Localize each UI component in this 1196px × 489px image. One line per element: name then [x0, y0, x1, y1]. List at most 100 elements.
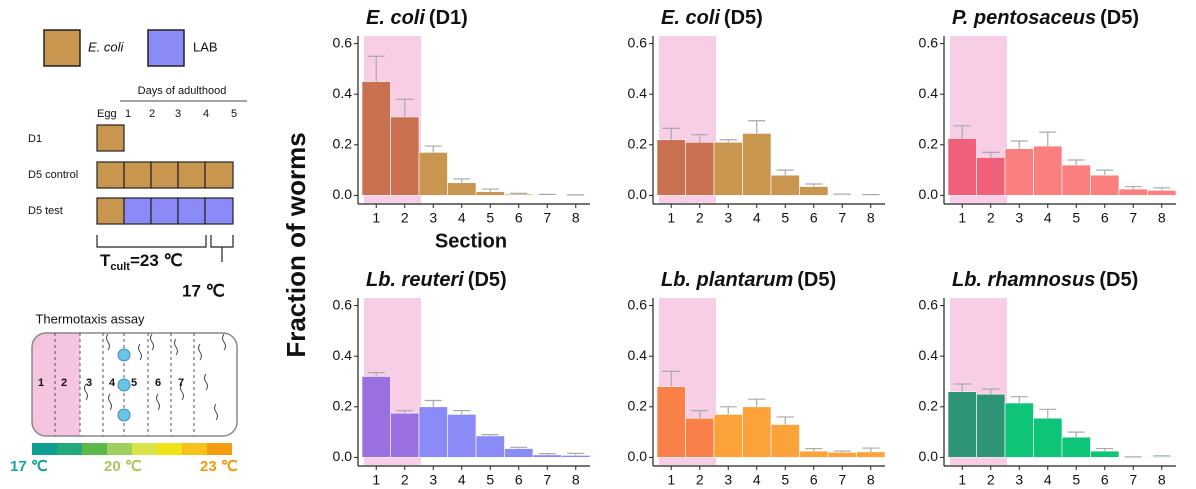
bar — [1004, 148, 1034, 196]
x-tick-label: 5 — [486, 472, 494, 488]
x-tick-label: 2 — [401, 210, 409, 226]
y-tick-label: 0.6 — [628, 34, 648, 50]
legend-label: LAB — [193, 39, 218, 54]
bar — [1061, 436, 1091, 458]
y-tick-label: 0.0 — [919, 448, 939, 464]
bar — [656, 139, 686, 196]
bar — [532, 454, 562, 458]
error-bar — [481, 188, 499, 192]
y-tick-label: 0.2 — [333, 136, 353, 152]
title-species: Lb. rhamnosus — [952, 269, 1095, 291]
title-species: E. coli — [366, 7, 425, 29]
error-bar — [1096, 169, 1114, 176]
x-tick-label: 3 — [724, 210, 732, 226]
x-tick-label: 7 — [543, 472, 551, 488]
x-tick-label: 5 — [1072, 472, 1080, 488]
title-stage: (D5) — [797, 269, 836, 291]
y-tick-label: 0.6 — [919, 296, 939, 312]
culture-temp: Tcult=23 ℃ — [100, 251, 183, 272]
y-tick-label: 0.4 — [919, 347, 939, 363]
bar — [418, 406, 448, 458]
chart-title: Lb. rhamnosus (D5) — [952, 269, 1138, 291]
x-tick-label: 4 — [458, 210, 466, 226]
bar — [361, 376, 391, 458]
y-tick-label: 0.2 — [919, 136, 939, 152]
x-tick-label: 8 — [572, 472, 580, 488]
chart-title: E. coli (D5) — [661, 7, 763, 29]
bar — [770, 424, 800, 458]
x-tick-label: 1 — [372, 472, 380, 488]
y-tick-label: 0.0 — [628, 186, 648, 202]
title-stage: (D1) — [429, 7, 468, 29]
x-tick-label: 3 — [1015, 472, 1023, 488]
bar — [742, 133, 772, 196]
day-label: 4 — [203, 108, 209, 120]
x-tick-label: 6 — [1101, 472, 1109, 488]
bar — [685, 141, 715, 196]
bar — [1033, 417, 1063, 458]
title-species: Lb. reuteri — [366, 269, 464, 291]
bar — [390, 116, 420, 196]
error-bar — [1039, 131, 1057, 147]
error-bar — [662, 370, 680, 387]
bar — [418, 152, 448, 196]
x-tick-label: 8 — [1158, 472, 1166, 488]
x-tick-label: 3 — [429, 472, 437, 488]
section-label: 5 — [131, 377, 137, 389]
culture-temp-sub: cult — [110, 261, 130, 273]
bar — [947, 391, 977, 458]
y-tick-label: 0.2 — [628, 398, 648, 414]
culture-temp-symbol: T — [100, 251, 111, 270]
error-bar — [510, 446, 528, 449]
error-bar — [1067, 431, 1085, 438]
error-bar — [833, 193, 851, 195]
x-tick-label: 6 — [810, 472, 818, 488]
y-tick-label: 0.4 — [919, 85, 939, 101]
error-bar — [481, 434, 499, 436]
error-bar — [805, 183, 823, 187]
scale-label: 17 ℃ — [10, 458, 48, 475]
bar — [770, 174, 800, 196]
bar — [447, 182, 477, 196]
x-tick-label: 4 — [1044, 472, 1052, 488]
bar — [856, 451, 886, 458]
error-bar — [1039, 408, 1057, 419]
x-tick-label: 7 — [838, 210, 846, 226]
bar — [1147, 190, 1177, 196]
bar — [827, 452, 857, 458]
section-label: 7 — [178, 377, 184, 389]
x-tick-label: 5 — [781, 210, 789, 226]
bar — [504, 193, 534, 196]
error-bar — [776, 416, 794, 425]
title-species: Lb. plantarum — [661, 269, 793, 291]
error-bar — [805, 447, 823, 452]
x-tick-label: 4 — [753, 472, 761, 488]
y-tick-label: 0.2 — [628, 136, 648, 152]
bar — [976, 393, 1006, 458]
x-tick-label: 3 — [724, 472, 732, 488]
bar — [799, 450, 829, 458]
x-tick-label: 7 — [1129, 210, 1137, 226]
day-label: 5 — [231, 108, 237, 120]
error-bar — [1153, 187, 1171, 191]
x-tick-label: 1 — [667, 210, 675, 226]
error-bar — [953, 125, 971, 139]
bar — [742, 406, 772, 458]
bracket — [96, 235, 234, 262]
error-bar — [1153, 455, 1171, 457]
bar — [361, 81, 391, 196]
y-tick-label: 0.0 — [919, 186, 939, 202]
title-stage: (D5) — [724, 7, 763, 29]
worms — [84, 333, 226, 421]
y-tick-label: 0.4 — [333, 347, 353, 363]
error-bar — [424, 399, 442, 407]
x-tick-label: 2 — [696, 472, 704, 488]
section-label: 4 — [109, 377, 116, 389]
bar — [713, 141, 743, 196]
y-tick-label: 0.2 — [919, 398, 939, 414]
y-tick-label: 0.2 — [333, 398, 353, 414]
bar — [685, 417, 715, 458]
chart-title: Lb. plantarum (D5) — [661, 269, 836, 291]
x-tick-label: 1 — [958, 472, 966, 488]
cold-region — [32, 333, 80, 436]
